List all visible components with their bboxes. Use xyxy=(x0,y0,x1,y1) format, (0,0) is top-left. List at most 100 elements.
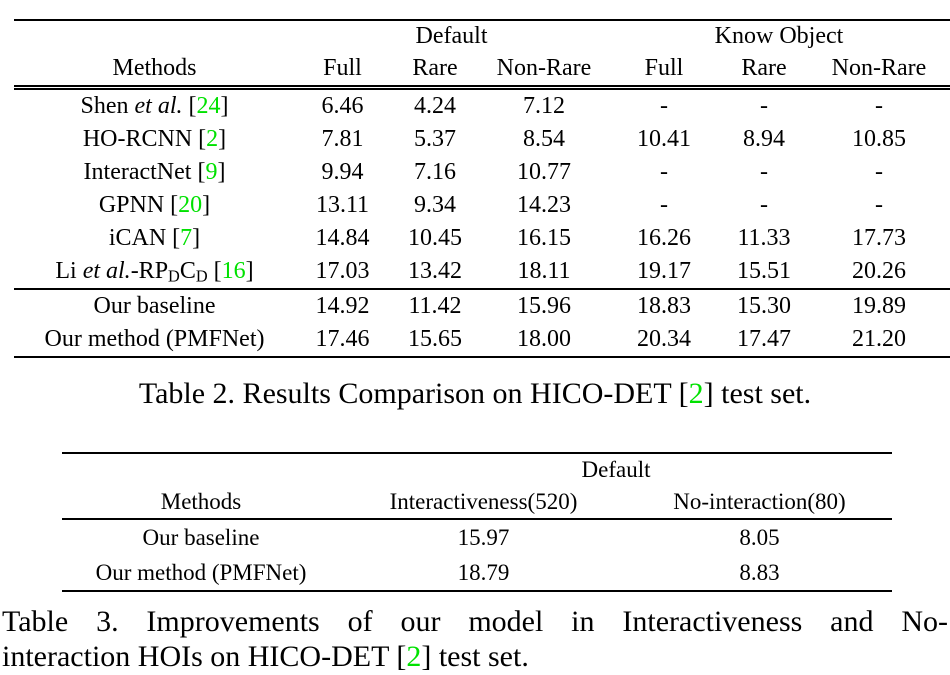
table-row-our-baseline: Our baseline 15.97 8.05 xyxy=(62,519,892,555)
table3-column-header-row: Methods Interactiveness(520) No-interact… xyxy=(62,485,892,520)
rare-header-default: Rare xyxy=(390,52,480,90)
interactiveness-table: Default Methods Interactiveness(520) No-… xyxy=(62,452,892,592)
citation-link[interactable]: 2 xyxy=(206,126,219,152)
value-cell: 10.85 xyxy=(852,126,906,152)
rare-header-knowobject: Rare xyxy=(720,52,808,90)
value-cell-best: 17.47 xyxy=(737,326,791,352)
bracket-text: [ xyxy=(191,159,206,185)
value-cell: 13.11 xyxy=(315,192,370,218)
value-cell: 16.15 xyxy=(517,225,571,251)
citation-link[interactable]: 24 xyxy=(196,93,221,119)
default-group-header: Default xyxy=(581,457,651,482)
value-cell: 19.89 xyxy=(808,288,950,323)
bracket-text: [ xyxy=(192,126,207,152)
value-cell: 8.94 xyxy=(743,126,785,152)
method-text: C xyxy=(179,258,196,284)
table-row-our-baseline: Our baseline 14.92 11.42 15.96 18.83 15.… xyxy=(14,288,950,323)
no-interaction-header: No-interaction(80) xyxy=(627,485,892,520)
value-cell: - xyxy=(660,159,668,185)
value-cell: 10.45 xyxy=(408,225,462,251)
value-cell: - xyxy=(760,93,768,119)
table2-caption: Table 2. Results Comparison on HICO-DET … xyxy=(0,376,950,412)
method-text: -RP xyxy=(130,258,169,284)
default-group-header: Default xyxy=(415,23,488,49)
etal-text: et al. xyxy=(82,258,131,284)
value-cell: 15.97 xyxy=(457,525,510,550)
value-cell: 18.79 xyxy=(457,560,510,585)
method-cell: InteractNet [9] xyxy=(14,156,295,189)
value-cell-best: 17.46 xyxy=(315,326,370,352)
value-cell: 14.92 xyxy=(295,288,390,323)
citation-link[interactable]: 20 xyxy=(178,192,203,218)
value-cell: - xyxy=(875,159,883,185)
value-cell: 8.83 xyxy=(739,560,780,585)
value-cell: - xyxy=(760,192,768,218)
know-object-group-header: Know Object xyxy=(714,23,844,49)
value-cell: 20.26 xyxy=(852,258,906,284)
value-cell: 14.84 xyxy=(315,225,370,251)
table2-group-header-row: Default Know Object xyxy=(14,20,950,52)
citation-link[interactable]: 9 xyxy=(205,159,218,185)
etal-text: et al. xyxy=(134,93,183,119)
value-cell: 8.05 xyxy=(739,525,780,550)
empty-header-cell xyxy=(62,453,340,485)
value-cell: 18.00 xyxy=(517,326,571,352)
value-cell: - xyxy=(660,93,668,119)
citation-link[interactable]: 16 xyxy=(221,258,246,284)
methods-header: Methods xyxy=(62,485,340,520)
value-cell: 9.34 xyxy=(414,192,456,218)
method-cell: Li et al.-RPDCD [16] xyxy=(14,255,295,289)
caption-text: interaction HOIs on HICO-DET [ xyxy=(2,640,407,673)
bracket-text: [ xyxy=(166,225,181,251)
value-cell-best: 15.65 xyxy=(408,326,462,352)
method-cell: HO-RCNN [2] xyxy=(14,123,295,156)
value-cell: 10.41 xyxy=(637,126,691,152)
method-cell: Our method (PMFNet) xyxy=(95,560,307,585)
full-header-knowobject: Full xyxy=(608,52,720,90)
table-row-our-method: Our method (PMFNet) 17.46 15.65 18.00 20… xyxy=(14,323,950,357)
method-cell: Our baseline xyxy=(142,525,260,550)
citation-link[interactable]: 7 xyxy=(180,225,193,251)
bracket-text: ] xyxy=(192,225,201,251)
table3-group-header-row: Default xyxy=(62,453,892,485)
value-cell: - xyxy=(875,93,883,119)
table2-column-header-row: Methods Full Rare Non-Rare Full Rare Non… xyxy=(14,52,950,90)
bracket-text: ] xyxy=(202,192,211,218)
subscript-text: D xyxy=(195,266,208,286)
value-cell: 17.03 xyxy=(315,258,370,284)
value-cell: 15.51 xyxy=(737,258,791,284)
table3-caption: Table 3. Improvements of our model in In… xyxy=(2,604,948,674)
method-text: Li xyxy=(55,258,83,284)
value-cell: 16.26 xyxy=(637,225,691,251)
method-text: InteractNet xyxy=(83,159,192,185)
value-cell: 15.30 xyxy=(720,288,808,323)
citation-link[interactable]: 2 xyxy=(406,640,422,673)
method-text: iCAN xyxy=(108,225,167,251)
caption-line: interaction HOIs on HICO-DET [2] test se… xyxy=(2,639,948,674)
table-row-li-etal: Li et al.-RPDCD [16] 17.03 13.42 18.11 1… xyxy=(14,255,950,289)
method-cell: iCAN [7] xyxy=(14,222,295,255)
value-cell: 19.17 xyxy=(637,258,691,284)
bracket-text: ] xyxy=(217,159,226,185)
value-cell-best: 21.20 xyxy=(852,326,906,352)
value-cell: 13.42 xyxy=(408,258,462,284)
value-cell: 8.54 xyxy=(523,126,565,152)
bracket-text: ] xyxy=(245,258,254,284)
method-cell: GPNN [20] xyxy=(14,189,295,222)
empty-header-cell xyxy=(14,20,295,52)
method-text: HO-RCNN xyxy=(82,126,193,152)
table-row-gpnn: GPNN [20] 13.11 9.34 14.23 - - - xyxy=(14,189,950,222)
value-cell: 18.83 xyxy=(608,288,720,323)
hico-det-results-table: Default Know Object Methods Full Rare No… xyxy=(14,19,950,358)
table-row-interactnet: InteractNet [9] 9.94 7.16 10.77 - - - xyxy=(14,156,950,189)
value-cell: - xyxy=(660,192,668,218)
value-cell: 6.46 xyxy=(321,93,364,119)
methods-header: Methods xyxy=(14,52,295,90)
interactiveness-header: Interactiveness(520) xyxy=(340,485,627,520)
value-cell: 9.94 xyxy=(321,159,364,185)
bracket-text: [ xyxy=(207,258,222,284)
nonrare-header-knowobject: Non-Rare xyxy=(808,52,950,90)
bracket-text: [ xyxy=(164,192,179,218)
citation-link[interactable]: 2 xyxy=(688,377,704,410)
